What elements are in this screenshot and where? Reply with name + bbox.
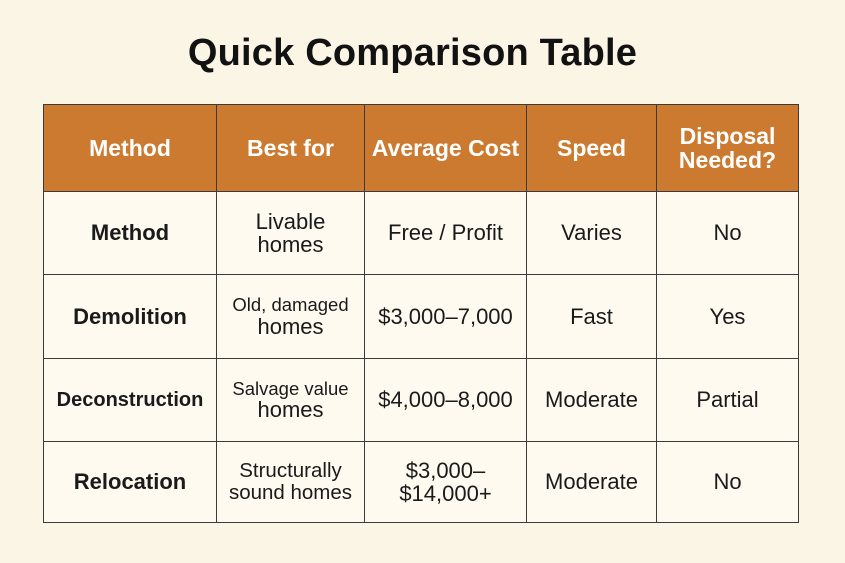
table-row: Demolition Old, damaged homes $3,000–7,0… (43, 274, 799, 359)
cell-best-for: Salvage value homes (216, 358, 365, 442)
cell-best-for: Structurally sound homes (216, 441, 365, 523)
header-best-for: Best for (216, 104, 365, 192)
cell-cost: $3,000– $14,000+ (364, 441, 527, 523)
table-header-row: Method Best for Average Cost Speed Dispo… (43, 104, 799, 192)
table-row: Method Livable homes Free / Profit Varie… (43, 191, 799, 275)
cell-speed: Varies (526, 191, 657, 275)
cell-disposal: No (656, 441, 799, 523)
cell-cost: $4,000–8,000 (364, 358, 527, 442)
cell-cost: Free / Profit (364, 191, 527, 275)
header-disposal-needed: Disposal Needed? (656, 104, 799, 192)
cell-best-for: Old, damaged homes (216, 274, 365, 359)
cell-method: Relocation (43, 441, 217, 523)
cell-cost: $3,000–7,000 (364, 274, 527, 359)
header-speed: Speed (526, 104, 657, 192)
cell-disposal: Partial (656, 358, 799, 442)
cell-disposal: No (656, 191, 799, 275)
cell-disposal: Yes (656, 274, 799, 359)
page-title: Quick Comparison Table (187, 32, 638, 74)
cell-method: Deconstruction (43, 358, 217, 442)
cell-method: Method (43, 191, 217, 275)
cell-method: Demolition (43, 274, 217, 359)
table-row: Relocation Structurally sound homes $3,0… (43, 441, 799, 523)
cell-best-for: Livable homes (216, 191, 365, 275)
header-average-cost: Average Cost (364, 104, 527, 192)
header-method: Method (43, 104, 217, 192)
cell-speed: Moderate (526, 358, 657, 442)
cell-speed: Moderate (526, 441, 657, 523)
cell-speed: Fast (526, 274, 657, 359)
comparison-table: Method Best for Average Cost Speed Dispo… (43, 104, 799, 523)
table-row: Deconstruction Salvage value homes $4,00… (43, 358, 799, 442)
